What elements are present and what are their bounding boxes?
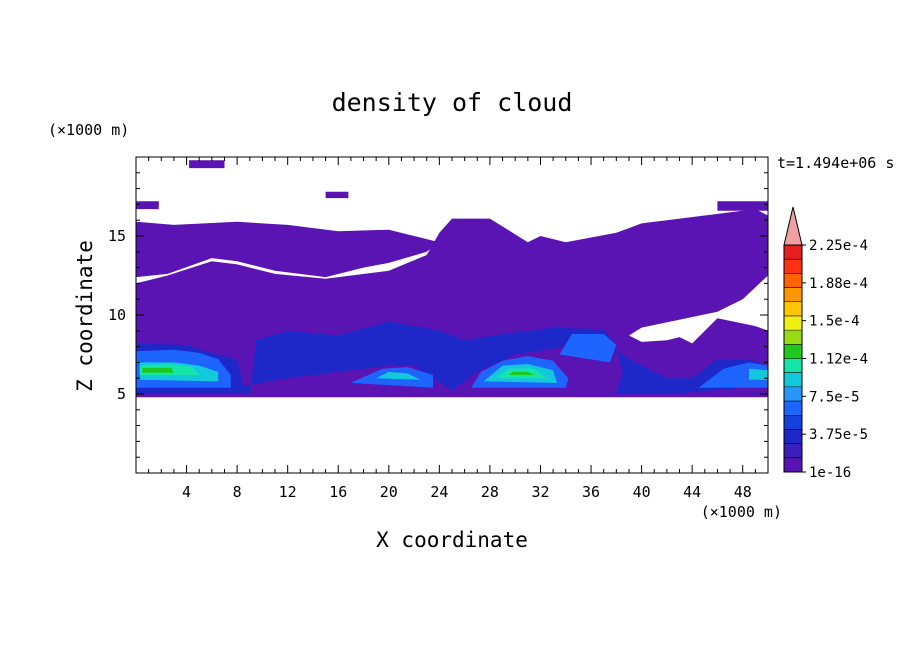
x-tick-label: 16	[329, 483, 347, 501]
contour-fill-layer	[136, 160, 768, 398]
x-tick-label: 40	[633, 483, 651, 501]
contour-region-14	[376, 371, 421, 380]
colorbar: 1e-16 3.75e-5 7.5e-5 1.12e-4 1.5e-4 1.88e-4 2.…	[783, 206, 868, 481]
colorbar-tick-label: 1.88e-4	[809, 276, 868, 292]
x-tick-label: 48	[734, 483, 752, 501]
colorbar-swatch	[784, 401, 802, 416]
chart-title: density of cloud	[332, 88, 573, 117]
colorbar-swatch	[784, 372, 802, 388]
x-tick-label: 32	[531, 483, 549, 501]
contour-region-5	[717, 201, 768, 211]
contour-region-6	[136, 321, 768, 394]
x-axis-unit-label: (×1000 m)	[701, 503, 782, 521]
colorbar-swatch	[784, 273, 802, 288]
y-axis-unit-label: (×1000 m)	[48, 121, 129, 139]
colorbar-swatch	[784, 429, 802, 445]
x-tick-label: 20	[380, 483, 398, 501]
colorbar-tick-label: 3.75e-5	[809, 427, 868, 443]
x-tick-label: 44	[683, 483, 701, 501]
x-tick-label: 12	[279, 483, 297, 501]
colorbar-swatch	[784, 443, 802, 459]
colorbar-tick-label: 2.25e-4	[809, 238, 868, 254]
colorbar-swatch	[784, 330, 802, 345]
colorbar-tick-label: 1.12e-4	[809, 352, 868, 368]
colorbar-tick-label: 1e-16	[809, 465, 851, 481]
colorbar-swatch	[784, 415, 802, 430]
colorbar-swatch	[784, 245, 802, 260]
y-tick-label: 15	[108, 227, 126, 245]
y-axis-label: Z coordinate	[73, 240, 97, 392]
contour-region-10	[559, 334, 617, 363]
colorbar-swatch	[784, 344, 802, 359]
colorbar-extend-arrow	[783, 206, 803, 246]
time-stamp-label: t=1.494e+06 s	[777, 154, 894, 172]
colorbar-tick-label: 7.5e-5	[809, 389, 860, 405]
colorbar-swatch	[784, 259, 802, 274]
x-axis-label: X coordinate	[376, 528, 528, 552]
y-tick-label: 10	[108, 306, 126, 324]
x-tick-label: 8	[233, 483, 242, 501]
colorbar-tick-label: 1.5e-4	[809, 314, 860, 330]
contour-region-11	[698, 362, 768, 388]
x-tick-label: 4	[182, 483, 191, 501]
x-tick-label: 36	[582, 483, 600, 501]
contour-region-3	[189, 160, 225, 169]
contour-region-4	[325, 191, 349, 199]
contour-region-2	[136, 201, 159, 210]
x-tick-label: 28	[481, 483, 499, 501]
y-tick-label: 5	[117, 385, 126, 403]
contour-region-1	[136, 221, 440, 278]
contour-region-15	[749, 368, 768, 380]
colorbar-swatch	[784, 287, 802, 303]
colorbar-swatch	[784, 358, 802, 374]
x-tick-label: 24	[430, 483, 448, 501]
contour-region-19	[508, 371, 535, 375]
colorbar-swatch	[784, 386, 802, 402]
colorbar-swatch	[784, 315, 802, 331]
contour-region-18	[142, 367, 174, 373]
colorbar-swatch	[784, 457, 802, 473]
colorbar-swatch	[784, 301, 802, 317]
